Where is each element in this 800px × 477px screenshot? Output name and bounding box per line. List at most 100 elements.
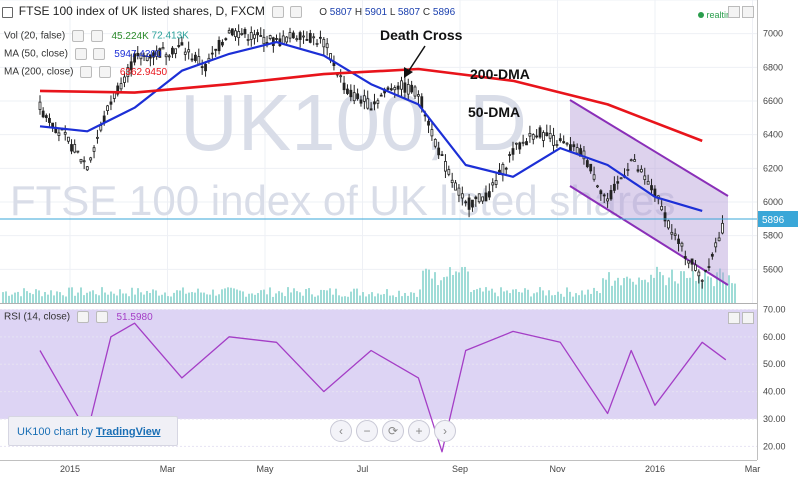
volume-bar bbox=[440, 280, 442, 303]
volume-bar bbox=[53, 295, 55, 303]
volume-bar bbox=[602, 278, 604, 303]
zoom-out-button[interactable]: − bbox=[356, 420, 378, 442]
moving-averages bbox=[39, 40, 703, 212]
candle-body bbox=[629, 159, 633, 162]
candle-body bbox=[243, 28, 247, 35]
volume-bar bbox=[443, 277, 445, 303]
rsi-remove-button[interactable] bbox=[95, 311, 108, 323]
volume-bar bbox=[2, 292, 4, 303]
settings-button[interactable] bbox=[271, 6, 284, 19]
volume-bar bbox=[59, 292, 61, 303]
candle-body bbox=[416, 94, 420, 97]
volume-bar bbox=[446, 276, 448, 303]
attribution-badge[interactable]: UK100 chart by TradingView bbox=[8, 416, 178, 446]
volume-bar bbox=[257, 293, 259, 303]
candle-body bbox=[396, 85, 400, 90]
candle-body bbox=[152, 52, 155, 58]
volume-bar bbox=[431, 278, 433, 303]
time-axis[interactable]: 2015 Mar May Jul Sep Nov 2016 Mar bbox=[60, 464, 760, 474]
candle-body bbox=[339, 75, 343, 78]
ma200-value: 6362.9450 bbox=[119, 66, 168, 78]
volume-bar bbox=[407, 295, 409, 303]
volume-bar bbox=[104, 292, 106, 303]
vol-label: Vol (20, false) bbox=[4, 30, 66, 42]
rsi-tick-label: 60.00 bbox=[763, 332, 786, 342]
chart-menu-icon[interactable] bbox=[2, 6, 13, 18]
volume-bar bbox=[146, 290, 148, 303]
volume-bar bbox=[425, 268, 427, 303]
rsi-axis[interactable]: 20.00 30.00 40.00 50.00 60.00 70.00 bbox=[763, 304, 786, 451]
candle-body bbox=[471, 199, 474, 208]
volume-bar bbox=[692, 270, 694, 303]
ma200-remove-button[interactable] bbox=[99, 66, 112, 78]
open-label: O bbox=[319, 7, 327, 18]
candle-body bbox=[592, 174, 596, 180]
attribution-brand-link[interactable]: TradingView bbox=[95, 426, 161, 438]
volume-bar bbox=[347, 296, 349, 303]
volume-bar bbox=[101, 287, 103, 303]
volume-bar bbox=[659, 271, 661, 303]
volume-bar bbox=[500, 287, 502, 303]
volume-bar bbox=[653, 277, 655, 303]
rsi-settings-button[interactable] bbox=[76, 311, 89, 323]
reset-chart-button[interactable]: ⟳ bbox=[382, 420, 404, 442]
time-axis-bg bbox=[0, 460, 800, 477]
time-tick-label: 2015 bbox=[60, 464, 80, 474]
rsi-maximize-button[interactable] bbox=[728, 312, 740, 324]
volume-bar bbox=[98, 295, 100, 303]
scroll-left-button[interactable]: ‹ bbox=[330, 420, 352, 442]
ma200-settings-button[interactable] bbox=[80, 66, 93, 78]
candle-body bbox=[342, 82, 346, 91]
volume-bar bbox=[644, 279, 646, 303]
volume-bar bbox=[281, 292, 283, 303]
vol-settings-button[interactable] bbox=[71, 30, 84, 42]
rsi-close-button[interactable] bbox=[742, 312, 754, 324]
price-tick-label: 6400 bbox=[763, 130, 783, 140]
candle-body bbox=[433, 138, 437, 147]
volume-bar bbox=[293, 288, 295, 303]
zoom-in-button[interactable]: + bbox=[408, 420, 430, 442]
candle-body bbox=[96, 136, 99, 139]
volume-bar bbox=[398, 290, 400, 303]
candle-body bbox=[99, 125, 103, 131]
volume-bar bbox=[638, 277, 640, 303]
dma50-label: 50-DMA bbox=[468, 104, 520, 120]
pane-maximize-button[interactable] bbox=[728, 6, 740, 18]
volume-bar bbox=[332, 294, 334, 303]
volume-bar bbox=[713, 286, 715, 303]
volume-bar bbox=[581, 290, 583, 303]
vol-remove-button[interactable] bbox=[90, 30, 103, 42]
pane-close-button[interactable] bbox=[742, 6, 754, 18]
candle-body bbox=[612, 183, 616, 191]
candle-body bbox=[487, 191, 491, 198]
ma50-settings-button[interactable] bbox=[74, 48, 87, 60]
candle-body bbox=[673, 233, 677, 236]
volume-bar bbox=[617, 277, 619, 303]
volume-bar bbox=[374, 296, 376, 303]
volume-bar bbox=[509, 293, 511, 303]
volume-bar bbox=[20, 296, 22, 303]
candle-body bbox=[589, 163, 593, 172]
volume-bar bbox=[731, 283, 733, 303]
volume-bar bbox=[308, 288, 310, 303]
close-value: 5896 bbox=[432, 7, 456, 18]
scroll-right-button[interactable]: › bbox=[434, 420, 456, 442]
volume-bar bbox=[539, 287, 541, 303]
candle-body bbox=[240, 33, 244, 35]
compare-button[interactable] bbox=[290, 6, 303, 19]
ma50-remove-button[interactable] bbox=[93, 48, 106, 60]
attribution-prefix: UK100 chart by bbox=[17, 426, 93, 438]
volume-bar bbox=[464, 266, 466, 303]
volume-bar bbox=[239, 290, 241, 303]
volume-bar bbox=[458, 272, 460, 303]
candle-body bbox=[106, 105, 109, 112]
vol-value: 45.224K bbox=[111, 30, 149, 42]
candle-body bbox=[400, 80, 403, 90]
price-axis[interactable]: 5600 5800 6000 6200 6400 6600 6800 7000 bbox=[763, 29, 783, 275]
candle-body bbox=[119, 83, 123, 90]
volume-bar bbox=[233, 288, 235, 303]
candle-body bbox=[275, 38, 278, 40]
candle-body bbox=[562, 141, 566, 144]
volume-bar bbox=[11, 294, 13, 303]
